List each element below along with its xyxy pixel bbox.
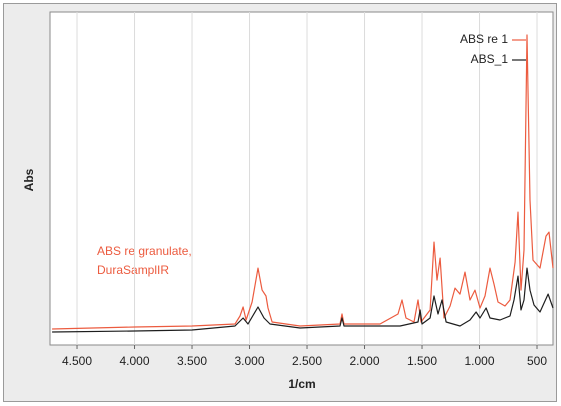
x-tick-label: 500 <box>527 354 547 368</box>
x-axis-label: 1/cm <box>288 377 315 391</box>
plot-area <box>49 11 554 346</box>
x-tick-label: 1.000 <box>465 354 495 368</box>
x-tick-label: 3.000 <box>235 354 265 368</box>
x-tick-label: 4.500 <box>62 354 92 368</box>
x-tick-label: 2.000 <box>350 354 380 368</box>
x-tick-label: 4.000 <box>120 354 150 368</box>
spectrum-line <box>52 267 554 333</box>
x-tick-label: 3.500 <box>177 354 207 368</box>
legend-label: ABS_1 <box>471 52 509 66</box>
annotation: DuraSamplIR <box>97 263 169 277</box>
x-tick-label: 2.500 <box>292 354 322 368</box>
legend-label: ABS re 1 <box>460 32 508 46</box>
annotation: ABS re granulate, <box>97 244 192 258</box>
y-axis-label: Abs <box>22 168 36 191</box>
x-tick-label: 1.500 <box>407 354 437 368</box>
spectrum-line <box>52 34 554 330</box>
